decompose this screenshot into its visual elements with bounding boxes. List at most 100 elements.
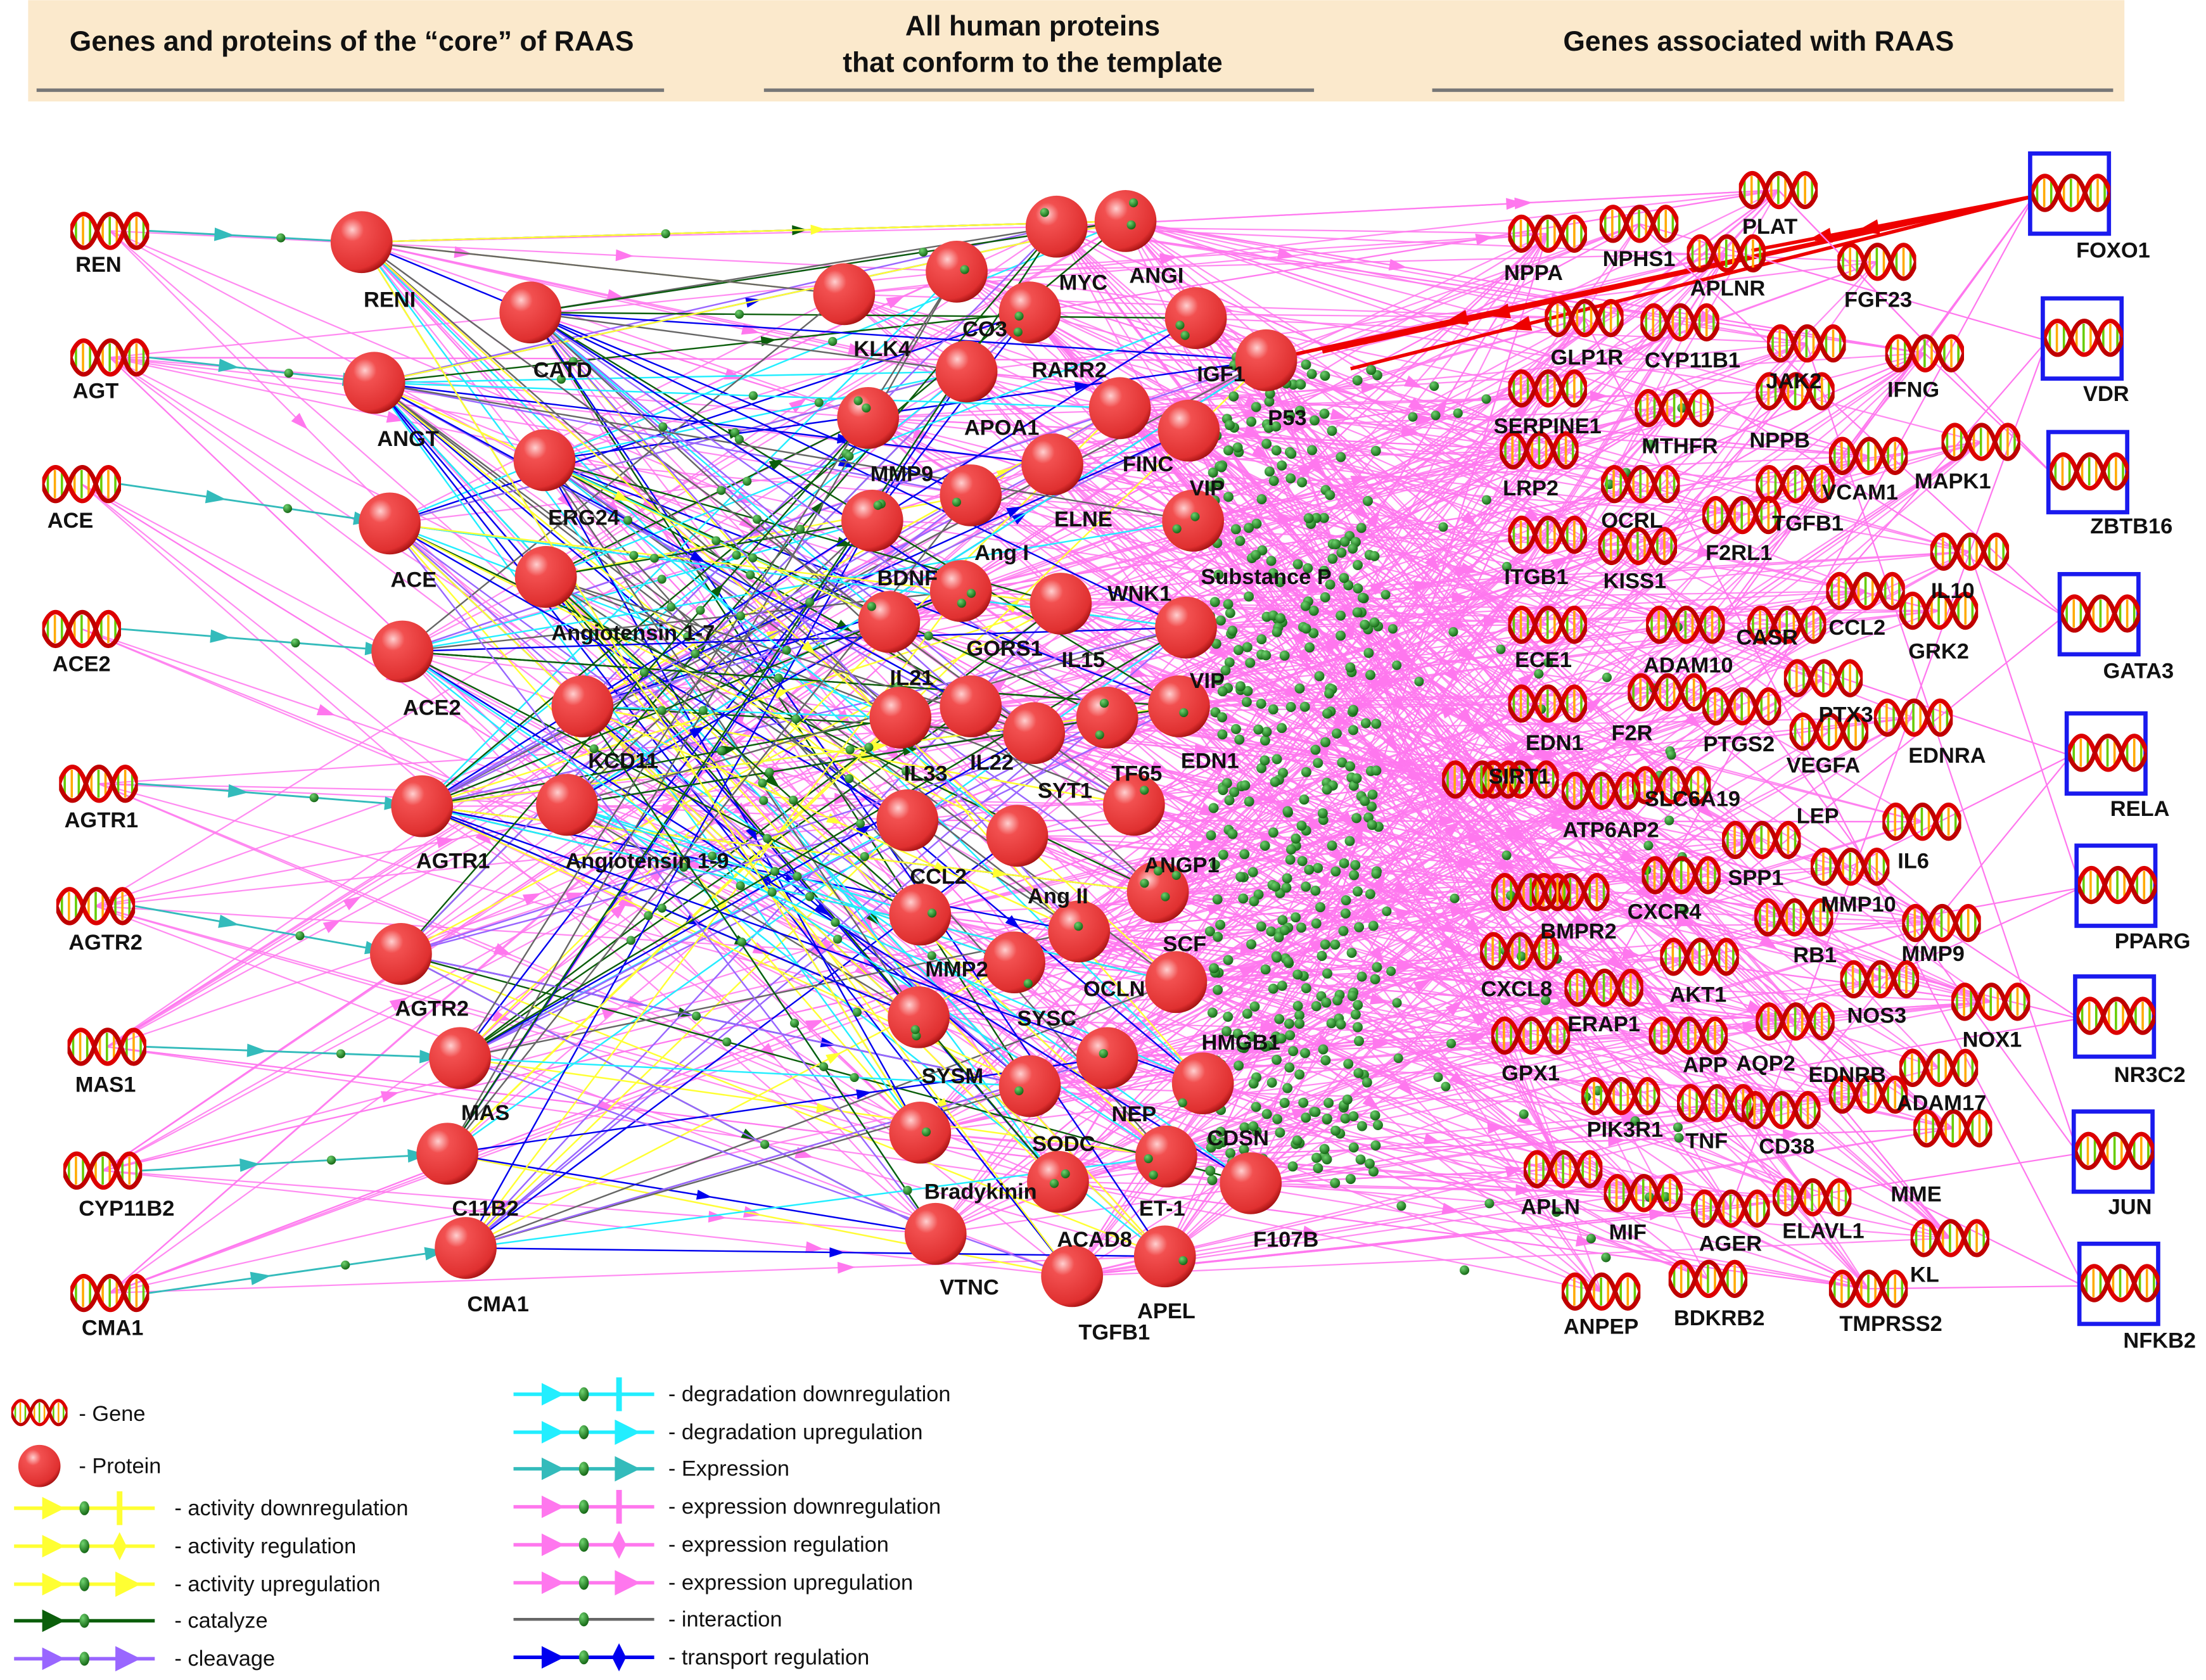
gene-icon[interactable] <box>1562 1275 1640 1308</box>
gene-icon[interactable] <box>1640 305 1719 339</box>
gene-icon[interactable] <box>56 889 135 923</box>
gene-icon[interactable] <box>2077 999 2155 1033</box>
gene-icon[interactable] <box>1911 1221 1989 1255</box>
template-protein-node[interactable] <box>888 986 950 1048</box>
gene-icon[interactable] <box>2032 176 2110 210</box>
core-protein-node[interactable] <box>551 675 614 737</box>
gene-icon[interactable] <box>68 1030 146 1064</box>
gene-icon[interactable] <box>1829 439 1908 473</box>
gene-icon[interactable] <box>1885 336 1964 370</box>
gene-icon[interactable] <box>1784 661 1863 695</box>
template-protein-node[interactable] <box>983 931 1045 994</box>
template-protein-node[interactable] <box>869 686 932 749</box>
gene-icon[interactable] <box>1742 1093 1820 1127</box>
template-protein-node[interactable] <box>1103 773 1165 836</box>
gene-icon[interactable] <box>1874 701 1953 734</box>
template-protein-node[interactable] <box>998 1055 1061 1117</box>
gene-icon[interactable] <box>1930 535 2009 568</box>
core-protein-node[interactable] <box>391 775 454 837</box>
gene-icon[interactable] <box>1669 1262 1747 1295</box>
template-protein-node[interactable] <box>1048 900 1111 963</box>
template-protein-node[interactable] <box>813 263 876 326</box>
core-protein-node[interactable] <box>370 923 432 985</box>
template-protein-node[interactable] <box>1235 329 1297 391</box>
gene-icon[interactable] <box>1562 774 1640 808</box>
gene-icon[interactable] <box>1508 217 1587 250</box>
template-protein-node[interactable] <box>1003 702 1066 765</box>
gene-icon[interactable] <box>1722 823 1801 856</box>
gene-icon[interactable] <box>1601 468 1680 501</box>
gene-icon[interactable] <box>1508 372 1587 405</box>
gene-icon[interactable] <box>1829 1272 1908 1306</box>
gene-icon[interactable] <box>1687 236 1766 270</box>
template-protein-node[interactable] <box>998 281 1061 344</box>
template-protein-node[interactable] <box>841 490 903 552</box>
gene-icon[interactable] <box>1773 1180 1851 1214</box>
template-protein-node[interactable] <box>1030 573 1092 635</box>
gene-icon[interactable] <box>1524 1152 1602 1186</box>
template-protein-node[interactable] <box>1148 675 1210 737</box>
template-protein-node[interactable] <box>940 675 1002 737</box>
template-protein-node[interactable] <box>1220 1152 1282 1214</box>
template-protein-node[interactable] <box>1076 1027 1138 1090</box>
gene-icon[interactable] <box>2061 597 2139 630</box>
template-protein-node[interactable] <box>986 805 1049 867</box>
gene-icon[interactable] <box>42 612 121 646</box>
template-protein-node[interactable] <box>1145 951 1208 1014</box>
template-protein-node[interactable] <box>1076 686 1138 749</box>
gene-icon[interactable] <box>1564 971 1643 1005</box>
gene-icon[interactable] <box>1702 689 1781 723</box>
gene-icon[interactable] <box>1913 1112 1992 1145</box>
core-protein-node[interactable] <box>435 1217 497 1279</box>
gene-icon[interactable] <box>1837 245 1916 279</box>
template-protein-node[interactable] <box>1021 433 1083 495</box>
template-protein-node[interactable] <box>1041 1245 1103 1308</box>
core-protein-node[interactable] <box>359 492 421 555</box>
gene-icon[interactable] <box>1826 574 1904 608</box>
gene-icon[interactable] <box>1702 498 1781 531</box>
gene-icon[interactable] <box>1628 675 1706 709</box>
template-protein-node[interactable] <box>926 240 988 303</box>
core-protein-node[interactable] <box>514 545 577 608</box>
core-protein-node[interactable] <box>536 773 598 836</box>
gene-icon[interactable] <box>1604 1176 1683 1210</box>
gene-icon[interactable] <box>70 214 149 248</box>
template-protein-node[interactable] <box>1164 287 1227 349</box>
template-protein-node[interactable] <box>935 340 998 403</box>
template-protein-node[interactable] <box>1094 190 1157 252</box>
template-protein-node[interactable] <box>1155 596 1217 659</box>
gene-icon[interactable] <box>1951 985 2030 1019</box>
gene-icon[interactable] <box>42 468 121 501</box>
gene-icon[interactable] <box>1691 1192 1769 1225</box>
gene-icon[interactable] <box>1649 1019 1728 1052</box>
gene-icon[interactable] <box>1491 875 1570 909</box>
gene-icon[interactable] <box>2044 321 2123 355</box>
gene-icon[interactable] <box>1739 173 1818 207</box>
template-protein-node[interactable] <box>858 590 921 653</box>
template-protein-node[interactable] <box>904 1202 967 1265</box>
gene-icon[interactable] <box>1840 962 1919 996</box>
gene-icon[interactable] <box>70 1276 149 1309</box>
template-protein-node[interactable] <box>1088 377 1151 440</box>
template-protein-node[interactable] <box>876 789 939 851</box>
template-protein-node[interactable] <box>1157 399 1220 462</box>
template-protein-node[interactable] <box>1133 1225 1196 1288</box>
gene-icon[interactable] <box>1756 1005 1834 1038</box>
gene-icon[interactable] <box>2050 455 2129 488</box>
template-protein-node[interactable] <box>889 1102 952 1164</box>
gene-icon[interactable] <box>1642 858 1721 892</box>
gene-icon[interactable] <box>1899 1051 1978 1085</box>
core-protein-node[interactable] <box>499 281 562 344</box>
gene-icon[interactable] <box>1508 608 1587 642</box>
template-protein-node[interactable] <box>1025 195 1088 258</box>
template-protein-node[interactable] <box>889 883 952 946</box>
gene-icon[interactable] <box>1811 850 1889 884</box>
gene-icon[interactable] <box>1767 326 1846 360</box>
core-protein-node[interactable] <box>371 620 433 683</box>
gene-icon[interactable] <box>1581 1079 1660 1113</box>
gene-icon[interactable] <box>1508 518 1587 551</box>
core-protein-node[interactable] <box>416 1123 479 1185</box>
gene-icon[interactable] <box>59 767 137 801</box>
core-protein-node[interactable] <box>513 429 576 492</box>
gene-icon[interactable] <box>63 1154 142 1187</box>
